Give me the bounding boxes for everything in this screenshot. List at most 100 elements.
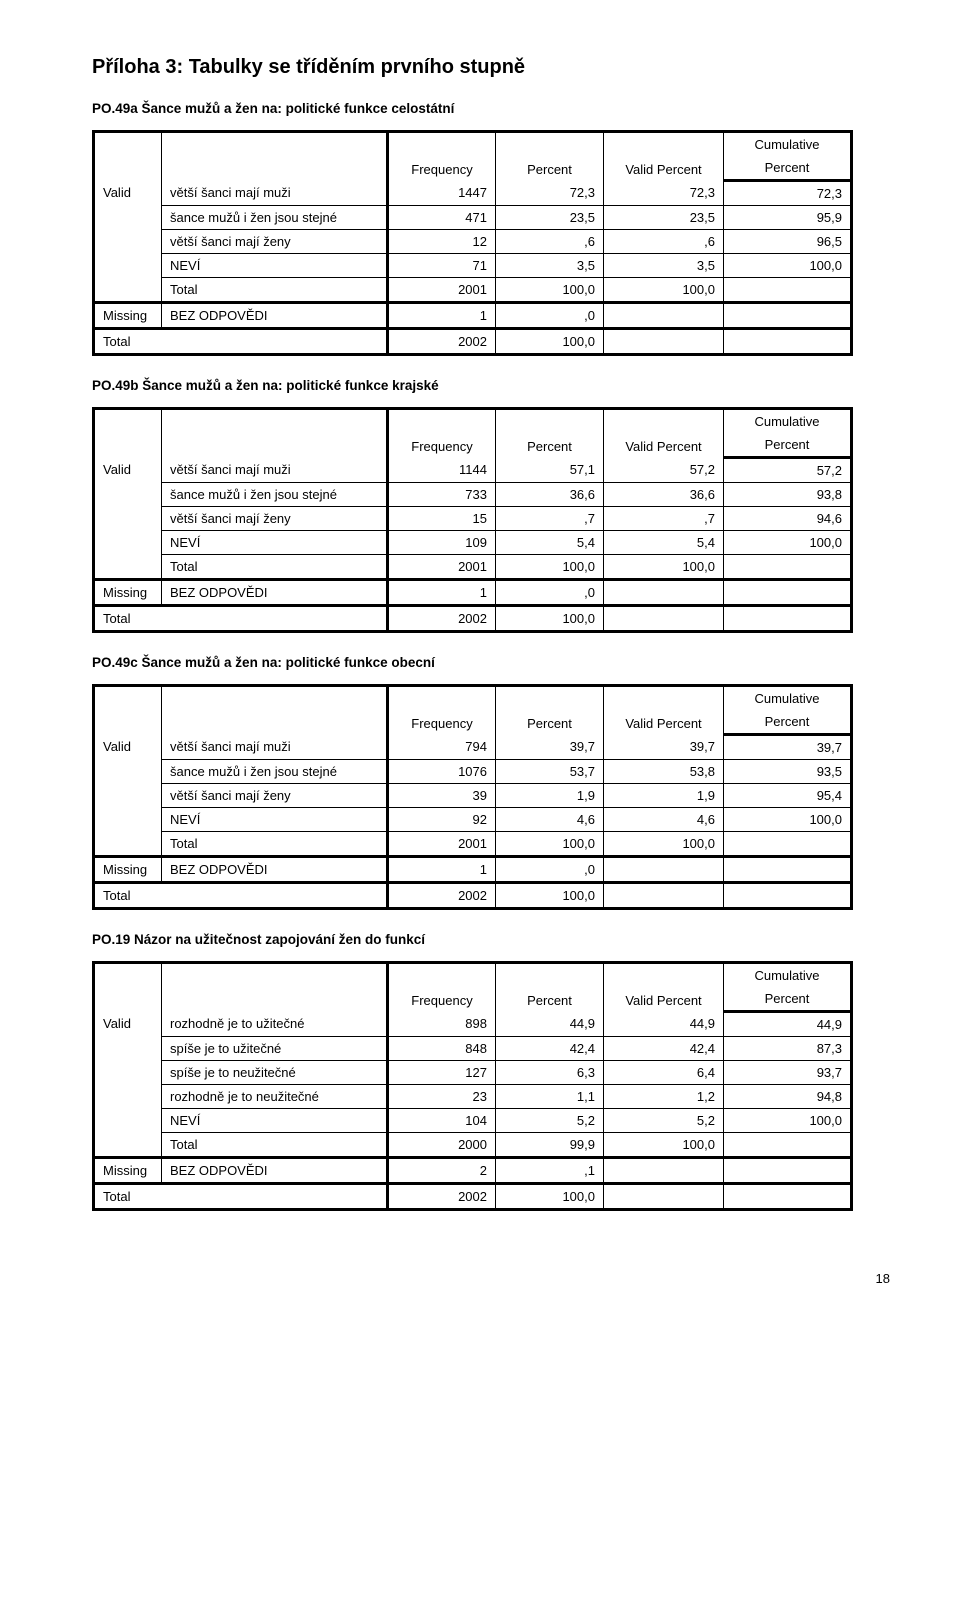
cell <box>604 329 724 355</box>
cell: 100,0 <box>604 832 724 857</box>
column-header: Valid Percent <box>604 686 724 735</box>
cell: 100,0 <box>724 1109 852 1133</box>
cell: 3,5 <box>496 254 604 278</box>
cell: 104 <box>388 1109 496 1133</box>
table-row: větší šanci mají ženy12,6,696,5 <box>94 230 852 254</box>
row-group-missing: Missing <box>94 303 162 329</box>
cell: 6,4 <box>604 1061 724 1085</box>
page-number: 18 <box>92 1271 890 1286</box>
cell: 1,9 <box>604 784 724 808</box>
cell: 96,5 <box>724 230 852 254</box>
table-row: MissingBEZ ODPOVĚDI1,0 <box>94 857 852 883</box>
table-row: NEVÍ1045,25,2100,0 <box>94 1109 852 1133</box>
cell: ,1 <box>496 1158 604 1184</box>
row-group-total: Total <box>94 329 388 355</box>
cell <box>604 1158 724 1184</box>
column-header <box>162 409 388 458</box>
column-header <box>94 686 162 735</box>
cell: 39,7 <box>604 735 724 760</box>
table-row-total: Total2002100,0 <box>94 883 852 909</box>
cell: 39,7 <box>724 735 852 760</box>
table-row: Total2001100,0100,0 <box>94 555 852 580</box>
row-group-total: Total <box>94 606 388 632</box>
cell: ,0 <box>496 303 604 329</box>
cell: ,6 <box>604 230 724 254</box>
table-title: PO.49c Šance mužů a žen na: politické fu… <box>92 655 890 670</box>
cell <box>724 1158 852 1184</box>
page-heading: Příloha 3: Tabulky se tříděním prvního s… <box>92 56 890 79</box>
table-row: Validrozhodně je to užitečné89844,944,94… <box>94 1012 852 1037</box>
cell: 23 <box>388 1085 496 1109</box>
cell: 794 <box>388 735 496 760</box>
row-label: BEZ ODPOVĚDI <box>162 580 388 606</box>
cell: 57,2 <box>604 458 724 483</box>
table-row: rozhodně je to neužitečné231,11,294,8 <box>94 1085 852 1109</box>
row-group-missing: Missing <box>94 857 162 883</box>
row-label: větší šanci mají muži <box>162 735 388 760</box>
cell: 2002 <box>388 883 496 909</box>
column-header: Frequency <box>388 686 496 735</box>
cell: 100,0 <box>724 531 852 555</box>
column-header <box>94 963 162 1012</box>
cell: 72,3 <box>496 181 604 206</box>
cell: 100,0 <box>496 832 604 857</box>
column-header <box>162 132 388 181</box>
table-row: spíše je to neužitečné1276,36,493,7 <box>94 1061 852 1085</box>
cell: 93,7 <box>724 1061 852 1085</box>
cell: 100,0 <box>496 329 604 355</box>
column-header: Valid Percent <box>604 963 724 1012</box>
table-row: spíše je to užitečné84842,442,487,3 <box>94 1037 852 1061</box>
cell: 57,2 <box>724 458 852 483</box>
column-header: Percent <box>496 132 604 181</box>
row-label: BEZ ODPOVĚDI <box>162 857 388 883</box>
row-label: spíše je to neužitečné <box>162 1061 388 1085</box>
cell: 2001 <box>388 278 496 303</box>
cell <box>724 303 852 329</box>
cell: 6,3 <box>496 1061 604 1085</box>
column-header: Percent <box>724 710 852 735</box>
cell: 87,3 <box>724 1037 852 1061</box>
table-row: šance mužů i žen jsou stejné107653,753,8… <box>94 760 852 784</box>
cell: 99,9 <box>496 1133 604 1158</box>
table-row-total: Total2002100,0 <box>94 606 852 632</box>
cell <box>724 580 852 606</box>
cell: 100,0 <box>604 278 724 303</box>
cell: 100,0 <box>496 1184 604 1210</box>
cell: 95,4 <box>724 784 852 808</box>
table-row: šance mužů i žen jsou stejné47123,523,59… <box>94 206 852 230</box>
table-row: MissingBEZ ODPOVĚDI1,0 <box>94 580 852 606</box>
table-row: větší šanci mají ženy15,7,794,6 <box>94 507 852 531</box>
cell: 36,6 <box>604 483 724 507</box>
cell: 23,5 <box>496 206 604 230</box>
row-label: větší šanci mají ženy <box>162 784 388 808</box>
column-header: Percent <box>724 433 852 458</box>
cell: 92 <box>388 808 496 832</box>
cell: 57,1 <box>496 458 604 483</box>
cell: 44,9 <box>496 1012 604 1037</box>
cell: ,7 <box>604 507 724 531</box>
column-header: Percent <box>496 409 604 458</box>
cell <box>724 606 852 632</box>
cell: 4,6 <box>496 808 604 832</box>
cell: 5,4 <box>604 531 724 555</box>
cell: 4,6 <box>604 808 724 832</box>
cell <box>724 832 852 857</box>
cell: 93,5 <box>724 760 852 784</box>
table-row: šance mužů i žen jsou stejné73336,636,69… <box>94 483 852 507</box>
cell: 44,9 <box>724 1012 852 1037</box>
cell: 1447 <box>388 181 496 206</box>
row-label: větší šanci mají muži <box>162 181 388 206</box>
cell: 36,6 <box>496 483 604 507</box>
column-header: Frequency <box>388 409 496 458</box>
cell: 898 <box>388 1012 496 1037</box>
column-header <box>162 963 388 1012</box>
table-row: Validvětší šanci mají muži114457,157,257… <box>94 458 852 483</box>
cell: 42,4 <box>604 1037 724 1061</box>
column-header: Cumulative <box>724 132 852 157</box>
row-label: Total <box>162 278 388 303</box>
row-label: Total <box>162 1133 388 1158</box>
cell: 39 <box>388 784 496 808</box>
cell: 94,8 <box>724 1085 852 1109</box>
cell <box>604 857 724 883</box>
table-row: větší šanci mají ženy391,91,995,4 <box>94 784 852 808</box>
